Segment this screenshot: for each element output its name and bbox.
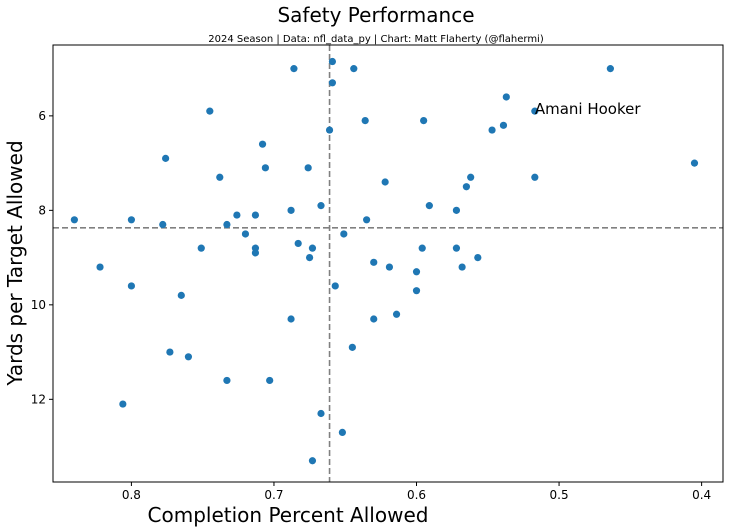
data-point	[304, 164, 312, 172]
data-point	[348, 343, 356, 351]
data-point	[308, 457, 317, 465]
x-tick-label: 0.8	[122, 488, 141, 502]
data-point	[325, 126, 334, 134]
data-point	[308, 244, 317, 252]
data-point	[127, 282, 136, 290]
data-point	[216, 173, 224, 181]
data-point	[467, 173, 475, 181]
data-point	[241, 230, 250, 238]
x-tick-label: 0.7	[264, 488, 283, 502]
x-tick-label: 0.4	[692, 488, 711, 502]
data-point	[392, 310, 401, 318]
data-point	[499, 121, 508, 129]
data-point	[412, 268, 421, 276]
y-axis-label: Yards per Target Allowed	[3, 140, 27, 386]
data-point	[317, 202, 325, 210]
data-point	[418, 244, 426, 252]
data-point	[177, 291, 185, 299]
data-point	[350, 65, 358, 73]
data-point	[690, 159, 699, 167]
data-point	[452, 206, 461, 214]
data-point	[223, 220, 231, 229]
x-axis-ticks: 0.8 0.7 0.6 0.5 0.4	[122, 482, 711, 502]
y-axis-ticks: 6 8 10 12	[31, 109, 53, 406]
data-point	[381, 178, 389, 186]
point-annotation: Amani Hooker	[535, 100, 642, 118]
data-point	[223, 376, 231, 385]
data-point	[531, 173, 539, 181]
data-point	[258, 140, 267, 148]
y-tick-label: 12	[31, 392, 46, 406]
data-point	[197, 244, 205, 252]
chart-subtitle: 2024 Season | Data: nfl_data_py | Chart:…	[208, 34, 544, 45]
data-point	[340, 230, 348, 238]
chart-title: Safety Performance	[277, 3, 474, 27]
data-point	[452, 244, 461, 252]
data-point	[166, 348, 174, 356]
data-point	[127, 216, 136, 224]
data-point	[328, 79, 337, 87]
data-point	[328, 57, 337, 66]
data-point	[70, 216, 78, 224]
data-points	[70, 57, 699, 465]
x-tick-label: 0.5	[550, 488, 569, 502]
data-point	[266, 376, 274, 385]
y-tick-label: 6	[38, 109, 46, 123]
y-tick-label: 8	[38, 203, 46, 217]
data-point	[162, 154, 170, 162]
data-point	[420, 116, 428, 125]
data-point	[370, 258, 378, 266]
data-point	[261, 164, 270, 172]
annotations: Amani Hooker	[535, 100, 642, 118]
data-point	[159, 220, 167, 229]
data-point	[305, 253, 314, 262]
data-point	[425, 202, 433, 210]
data-point	[502, 93, 510, 101]
data-point	[531, 107, 539, 115]
data-point	[370, 315, 378, 323]
data-point	[287, 206, 295, 214]
plot-frame	[52, 44, 724, 483]
data-point	[474, 253, 482, 262]
data-point	[206, 107, 214, 115]
data-point	[251, 211, 260, 219]
data-point	[184, 353, 193, 361]
data-point	[606, 65, 614, 73]
data-point	[290, 65, 298, 73]
data-point	[251, 249, 260, 257]
reference-lines	[53, 45, 723, 482]
x-axis-label: Completion Percent Allowed	[148, 503, 429, 527]
data-point	[412, 287, 421, 295]
data-point	[458, 263, 466, 271]
data-point	[317, 409, 325, 418]
data-point	[488, 126, 496, 134]
data-point	[361, 116, 369, 125]
data-point	[294, 239, 302, 248]
data-point	[462, 183, 471, 191]
data-point	[96, 263, 104, 271]
data-point	[338, 428, 346, 436]
data-point	[385, 263, 394, 271]
x-tick-label: 0.6	[407, 488, 426, 502]
data-point	[363, 216, 371, 224]
data-point	[331, 282, 339, 290]
data-point	[233, 211, 241, 219]
data-point	[287, 315, 295, 323]
data-point	[119, 400, 127, 408]
y-tick-label: 10	[31, 298, 46, 312]
